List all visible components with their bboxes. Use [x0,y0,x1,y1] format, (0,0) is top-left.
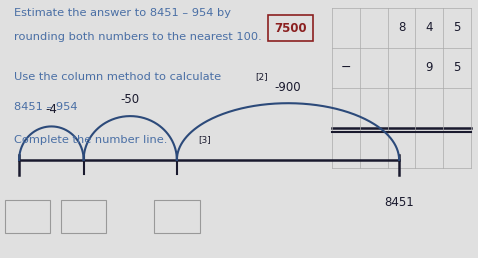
FancyBboxPatch shape [61,200,106,233]
Text: 7500: 7500 [274,22,307,35]
Text: 9: 9 [425,61,433,74]
Text: rounding both numbers to the nearest 100.: rounding both numbers to the nearest 100… [14,32,262,42]
Text: 4: 4 [425,21,433,34]
FancyBboxPatch shape [4,200,50,233]
Text: 5: 5 [453,61,461,74]
FancyBboxPatch shape [268,15,313,41]
Text: [2]: [2] [256,72,268,81]
Text: Estimate the answer to 8451 – 954 by: Estimate the answer to 8451 – 954 by [14,8,231,18]
Text: -4: -4 [45,103,57,116]
Text: −: − [341,61,351,74]
Text: -900: -900 [275,81,301,94]
Text: -50: -50 [120,93,140,106]
Text: 5: 5 [453,21,461,34]
Text: 8451 – 954: 8451 – 954 [14,102,78,112]
Text: 8451: 8451 [384,196,414,209]
FancyBboxPatch shape [154,200,200,233]
Text: [3]: [3] [198,135,211,144]
Text: Use the column method to calculate: Use the column method to calculate [14,72,221,82]
Text: Complete the number line.: Complete the number line. [14,135,168,146]
Text: 8: 8 [398,21,405,34]
